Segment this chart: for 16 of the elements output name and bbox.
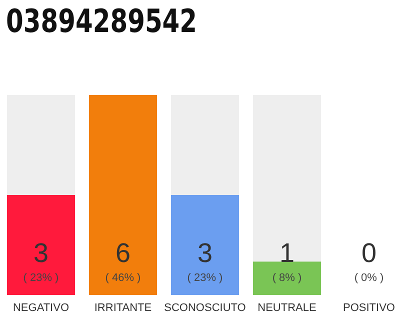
annotation: ( 0% ) [354,272,384,284]
annotation: ( 23% ) [23,272,59,284]
data-label: 0 [361,238,377,268]
data-label: 6 [115,238,131,268]
x-tick-label: POSITIVO [343,302,396,314]
data-label: 3 [33,238,49,268]
x-tick-label: NEGATIVO [12,302,70,314]
x-tick-label: NEUTRALE [258,302,316,314]
annotation: ( 8% ) [272,272,302,284]
data-label: 1 [279,238,295,268]
x-tick-label: IRRITANTE [94,302,152,314]
data-label: 3 [197,238,213,268]
chart-title: 03894289542 [6,2,198,40]
x-tick-label: SCONOSCIUTO [164,302,246,314]
annotation: ( 23% ) [187,272,223,284]
annotation: ( 46% ) [105,272,141,284]
